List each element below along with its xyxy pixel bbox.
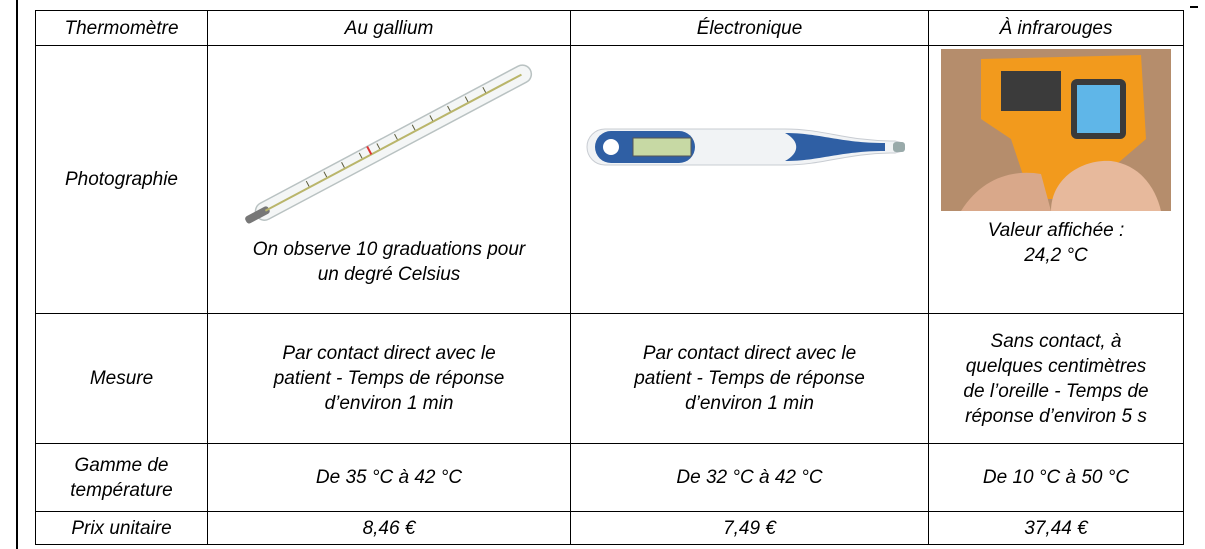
measure-row: Mesure Par contact direct avec le patien… bbox=[36, 314, 1184, 444]
cell: 7,49 € bbox=[571, 512, 929, 545]
cell-line: Sans contact, à bbox=[933, 329, 1179, 354]
cell: Par contact direct avec le patient - Tem… bbox=[208, 314, 571, 444]
header-cell: À infrarouges bbox=[929, 11, 1184, 46]
comparison-table: Thermomètre Au gallium Électronique À in… bbox=[35, 10, 1184, 545]
cell: De 32 °C à 42 °C bbox=[571, 444, 929, 512]
cell-line: réponse d’environ 5 s bbox=[933, 404, 1179, 429]
header-cell: Thermomètre bbox=[36, 11, 208, 46]
caption-line: 24,2 °C bbox=[933, 243, 1179, 268]
row-label: Mesure bbox=[36, 314, 208, 444]
cell-line: patient - Temps de réponse bbox=[212, 366, 566, 391]
caption-line: On observe 10 graduations pour bbox=[212, 237, 566, 262]
row-label: Prix unitaire bbox=[36, 512, 208, 545]
cell-line: de l’oreille - Temps de bbox=[933, 379, 1179, 404]
page: Thermomètre Au gallium Électronique À in… bbox=[0, 0, 1205, 549]
row-label: Gamme de température bbox=[36, 444, 208, 512]
cell-line: quelques centimètres bbox=[933, 354, 1179, 379]
cell-line: Par contact direct avec le bbox=[575, 341, 924, 366]
infrared-thermometer bbox=[941, 49, 1171, 211]
cell-line: d’environ 1 min bbox=[575, 391, 924, 416]
price-row: Prix unitaire 8,46 € 7,49 € 37,44 € bbox=[36, 512, 1184, 545]
photo-cell: Valeur affichée : 24,2 °C bbox=[929, 46, 1184, 314]
caption-line: un degré Celsius bbox=[212, 262, 566, 287]
range-row: Gamme de température De 35 °C à 42 °C De… bbox=[36, 444, 1184, 512]
header-row: Thermomètre Au gallium Électronique À in… bbox=[36, 11, 1184, 46]
header-cell: Électronique bbox=[571, 11, 929, 46]
margin-line bbox=[16, 0, 18, 549]
cell: De 10 °C à 50 °C bbox=[929, 444, 1184, 512]
caption-line: Valeur affichée : bbox=[933, 218, 1179, 243]
cell: 37,44 € bbox=[929, 512, 1184, 545]
row-label: Photographie bbox=[36, 46, 208, 314]
cell: Sans contact, à quelques centimètres de … bbox=[929, 314, 1184, 444]
corner-mark bbox=[1190, 6, 1198, 8]
label-line: température bbox=[40, 478, 203, 503]
header-cell: Au gallium bbox=[208, 11, 571, 46]
cell-line: Par contact direct avec le bbox=[212, 341, 566, 366]
photo-row: Photographie On observe 10 graduations bbox=[36, 46, 1184, 314]
cell: Par contact direct avec le patient - Tem… bbox=[571, 314, 929, 444]
electronic-thermometer bbox=[585, 121, 915, 171]
cell: 8,46 € bbox=[208, 512, 571, 545]
photo-cell bbox=[571, 46, 929, 314]
cell-line: patient - Temps de réponse bbox=[575, 366, 924, 391]
gallium-thermometer bbox=[219, 50, 559, 230]
cell-line: d’environ 1 min bbox=[212, 391, 566, 416]
label-line: Gamme de bbox=[40, 453, 203, 478]
photo-cell: On observe 10 graduations pour un degré … bbox=[208, 46, 571, 314]
cell: De 35 °C à 42 °C bbox=[208, 444, 571, 512]
